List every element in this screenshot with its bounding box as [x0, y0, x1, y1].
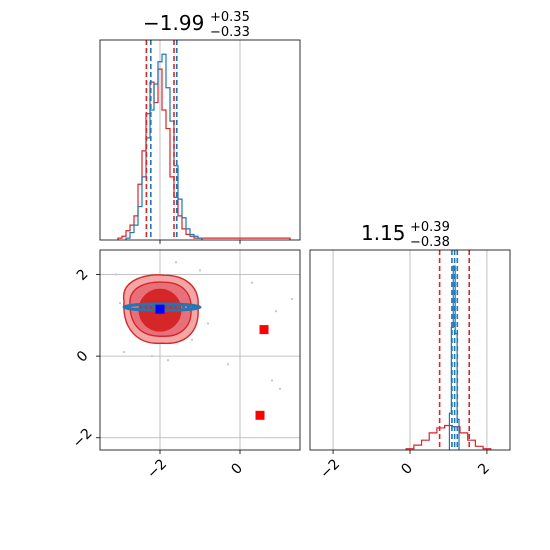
- sample-point: [114, 273, 118, 276]
- panel-title-bottom-right-plus: +0.39: [410, 220, 450, 235]
- marker-blue-square: [155, 304, 165, 314]
- sample-point: [250, 281, 254, 284]
- sample-point: [166, 359, 170, 362]
- x-tick-label: −2: [317, 456, 343, 482]
- panel-title-top-left-minus: −0.33: [210, 25, 250, 40]
- histogram-panel-top-left: [99, 39, 301, 244]
- scatter-panel-bottom-left: −2 0 −2 0 2: [70, 249, 301, 482]
- histogram-panel-bottom-right: −2 0 2: [309, 249, 511, 482]
- sample-point: [174, 261, 178, 264]
- y-tick-label: 0: [74, 348, 92, 366]
- sample-point: [270, 379, 274, 382]
- axes-frame: [99, 39, 301, 241]
- histogram-series-blue: [125, 53, 203, 240]
- y-tick-label: −2: [70, 426, 96, 452]
- sample-point: [290, 297, 294, 301]
- histogram-series-red: [117, 68, 291, 240]
- histogram-series-red: [405, 424, 492, 450]
- sample-point: [122, 350, 126, 354]
- panel-title-bottom-right: 1.15: [361, 221, 406, 245]
- panel-title-top-left-plus: +0.35: [210, 10, 250, 25]
- x-tick-label: 0: [398, 460, 416, 478]
- marker-red-square: [259, 325, 269, 335]
- sample-point: [226, 363, 230, 366]
- panel-title-top-left: −1.99: [143, 11, 204, 35]
- x-tick-label: 2: [475, 460, 493, 478]
- sample-point: [274, 310, 278, 313]
- sample-point: [150, 354, 154, 358]
- sample-point: [278, 387, 282, 390]
- sample-point: [118, 301, 122, 305]
- axes-frame: [99, 249, 301, 451]
- y-tick-label: 2: [74, 266, 92, 284]
- panel-title-bottom-right-minus: −0.38: [410, 235, 450, 250]
- axes-frame: [309, 249, 511, 451]
- sample-point: [198, 269, 202, 272]
- x-tick-label: 0: [228, 460, 246, 478]
- sample-point: [190, 338, 194, 341]
- x-tick-label: −2: [144, 456, 170, 482]
- sample-point: [206, 322, 210, 325]
- marker-red-square: [255, 410, 265, 420]
